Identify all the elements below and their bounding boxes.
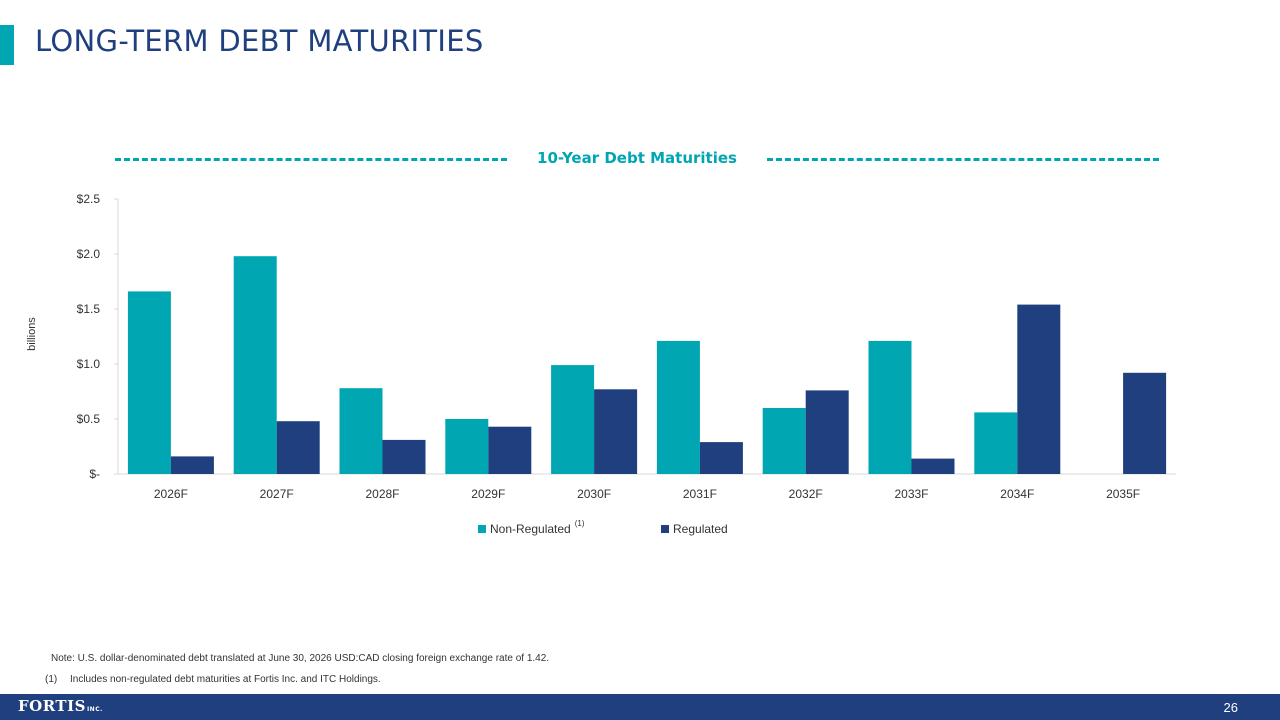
chart-bars: [127, 256, 1167, 474]
footnote: (1) Includes non-regulated debt maturitie…: [45, 674, 381, 685]
bar-non-regulated-2028f: [339, 388, 383, 474]
x-tick-label: 2032F: [789, 487, 823, 501]
bar-non-regulated-2034f: [974, 412, 1018, 474]
y-axis-title: billions: [26, 317, 38, 351]
fortis-logo: FORTISINC.: [18, 697, 103, 715]
heading-dash-left: [115, 158, 507, 161]
bar-regulated-2029f: [488, 426, 532, 474]
bar-non-regulated-2029f: [445, 419, 489, 474]
x-tick-label: 2030F: [577, 487, 611, 501]
legend-label-non-regulated: Non-Regulated: [490, 522, 571, 536]
chart-title: 10-Year Debt Maturities: [537, 149, 737, 167]
heading-dash-right: [767, 158, 1159, 161]
bar-regulated-2030f: [594, 389, 638, 474]
bar-non-regulated-2031f: [656, 340, 700, 474]
bar-regulated-2034f: [1017, 304, 1061, 474]
bar-non-regulated-2027f: [233, 256, 277, 474]
bar-regulated-2026f: [170, 456, 214, 474]
legend-footnote-marker: (1): [574, 518, 585, 528]
bar-regulated-2035f: [1123, 372, 1167, 474]
chart-legend: Non-Regulated (1) Regulated: [0, 518, 1280, 540]
chart-labels: $- $0.5 $1.0 $1.5 $2.0 $2.5 2026F 2027F 2028F 202…: [77, 192, 1140, 501]
x-tick-label: 2031F: [683, 487, 717, 501]
y-tick-label: $-: [89, 467, 100, 481]
y-tick-label: $1.5: [77, 302, 101, 316]
y-tick-label: $1.0: [77, 357, 101, 371]
legend-swatch-non-regulated: [478, 525, 486, 533]
x-tick-label: 2027F: [260, 487, 294, 501]
y-tick-label: $0.5: [77, 412, 101, 426]
bar-non-regulated-2026f: [127, 291, 171, 474]
bar-regulated-2028f: [382, 439, 426, 474]
footnote-text: Includes non-regulated debt maturities a…: [70, 674, 381, 685]
bar-non-regulated-2032f: [762, 408, 806, 474]
x-tick-label: 2028F: [365, 487, 399, 501]
bar-regulated-2031f: [699, 442, 743, 474]
logo-suffix: INC.: [86, 706, 103, 713]
page-number: 26: [1223, 700, 1238, 715]
slide-title: LONG-TERM DEBT MATURITIES: [35, 24, 484, 58]
legend-item-non-regulated: Non-Regulated (1): [478, 518, 585, 536]
x-tick-label: 2029F: [471, 487, 505, 501]
x-tick-label: 2034F: [1000, 487, 1034, 501]
y-tick-label: $2.5: [77, 192, 101, 206]
bar-regulated-2033f: [911, 458, 955, 474]
bar-chart: $- $0.5 $1.0 $1.5 $2.0 $2.5 2026F 2027F 2028F 202…: [77, 192, 1176, 501]
note-text: Note: U.S. dollar-denominated debt trans…: [51, 653, 550, 664]
y-tick-label: $2.0: [77, 247, 101, 261]
x-tick-label: 2035F: [1106, 487, 1140, 501]
bar-regulated-2027f: [276, 421, 320, 474]
title-accent-bar: [0, 25, 14, 65]
bar-non-regulated-2030f: [551, 365, 595, 474]
bar-non-regulated-2033f: [868, 340, 912, 474]
legend-item-regulated: Regulated: [661, 522, 728, 536]
legend-swatch-regulated: [661, 525, 669, 533]
footnote-marker: (1): [45, 674, 58, 685]
logo-text: FORTIS: [18, 697, 86, 715]
legend-label-regulated: Regulated: [673, 522, 728, 536]
chart-heading: 10-Year Debt Maturities: [112, 145, 1162, 173]
footer-bar: FORTISINC. 26: [0, 694, 1280, 720]
bar-regulated-2032f: [805, 390, 849, 474]
x-tick-label: 2026F: [154, 487, 188, 501]
x-tick-label: 2033F: [894, 487, 928, 501]
